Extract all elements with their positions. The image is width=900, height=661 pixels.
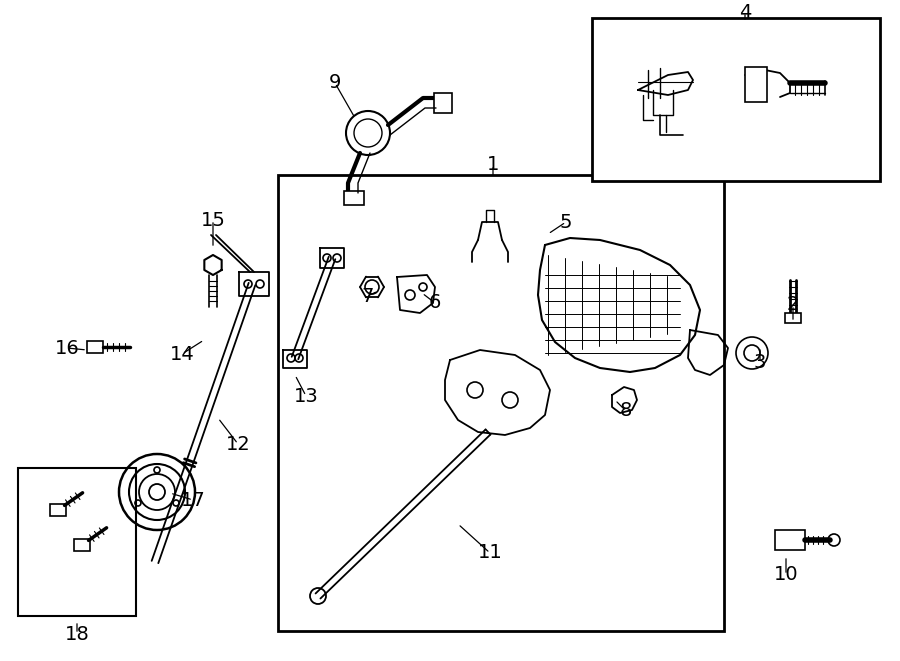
Bar: [18, 468, 136, 616]
Text: 8: 8: [620, 401, 632, 420]
Text: 9: 9: [328, 73, 341, 93]
Text: 3: 3: [754, 354, 766, 373]
Text: 12: 12: [226, 434, 250, 453]
Text: 1: 1: [487, 155, 500, 175]
Bar: [745, 67, 767, 102]
Bar: [775, 530, 805, 550]
Bar: [592, 18, 880, 181]
Text: 7: 7: [362, 286, 374, 305]
Bar: [74, 539, 90, 551]
Bar: [785, 313, 801, 323]
Bar: [278, 175, 724, 631]
Text: 11: 11: [478, 543, 502, 563]
Bar: [87, 341, 103, 353]
Text: 18: 18: [65, 625, 89, 644]
Bar: [434, 93, 452, 113]
Bar: [344, 191, 364, 205]
Text: 14: 14: [169, 344, 194, 364]
Text: 16: 16: [55, 338, 79, 358]
Text: 4: 4: [739, 3, 752, 22]
Text: 2: 2: [787, 295, 799, 315]
Bar: [50, 504, 66, 516]
Text: 5: 5: [560, 212, 572, 231]
Text: 17: 17: [181, 490, 205, 510]
Text: 13: 13: [293, 387, 319, 405]
Text: 6: 6: [428, 293, 441, 313]
Text: 10: 10: [774, 566, 798, 584]
Text: 15: 15: [201, 210, 225, 229]
